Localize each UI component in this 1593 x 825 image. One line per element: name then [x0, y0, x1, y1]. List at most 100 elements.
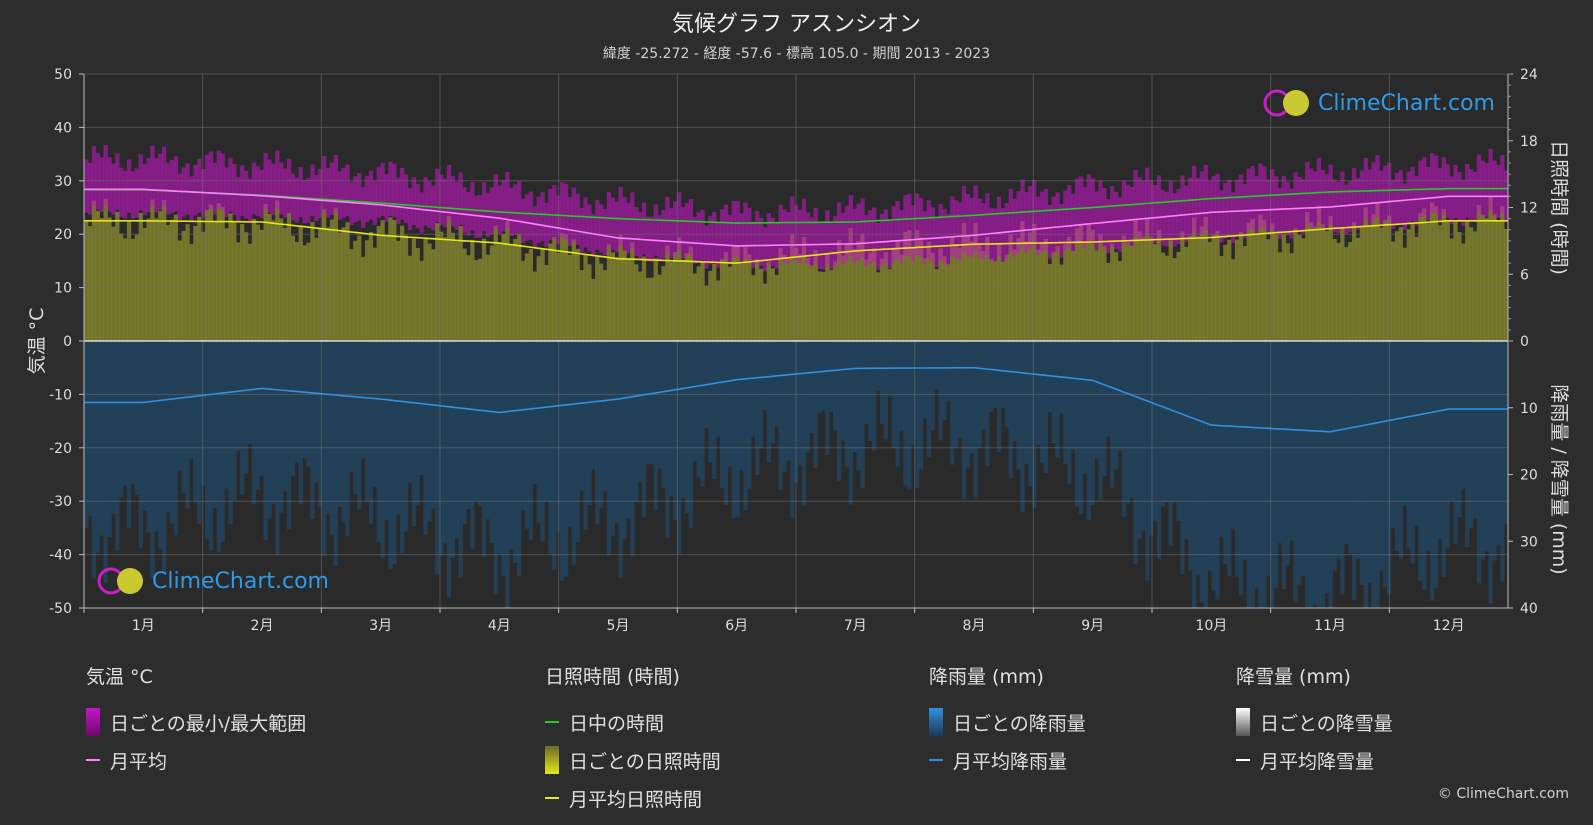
sunshine-bar — [1055, 246, 1060, 341]
rain-bar — [150, 341, 155, 579]
sunshine-bar — [1504, 229, 1509, 341]
temp-range-bar — [739, 213, 744, 264]
rain-bar — [513, 341, 518, 564]
rain-bar — [1289, 341, 1294, 541]
rain-bar — [1090, 341, 1095, 506]
rain-bar — [801, 341, 807, 506]
sunshine-bar — [836, 240, 842, 341]
rain-bar — [337, 341, 342, 507]
sunshine-bar — [1110, 243, 1115, 341]
rain-bar — [532, 341, 537, 485]
sunshine-bar — [123, 238, 128, 341]
rain-bar — [99, 341, 104, 536]
temp-range-bar — [1074, 178, 1080, 245]
sunshine-bar — [930, 252, 935, 341]
rain-bar — [1055, 341, 1060, 458]
temp-range-bar — [1172, 193, 1177, 247]
rain-bar — [279, 341, 284, 513]
temp-range-bar — [321, 156, 327, 212]
rain-bar — [95, 341, 100, 553]
sunshine-bar — [1476, 205, 1482, 341]
sunshine-bar — [883, 252, 889, 341]
rain-bar — [1035, 341, 1041, 446]
sunshine-bar — [532, 271, 537, 341]
temp-range-bar — [364, 176, 370, 223]
sunshine-bar — [1418, 213, 1423, 341]
rain-bar — [228, 341, 233, 525]
rain-bar — [1199, 341, 1205, 603]
y-right-top-tick-label: 12 — [1520, 201, 1538, 217]
rain-bar — [411, 341, 417, 527]
sunshine-bar — [431, 249, 436, 341]
rain-bar — [1375, 341, 1380, 608]
rain-bar — [345, 341, 350, 536]
temp-range-bar — [1437, 167, 1443, 221]
temp-range-bar — [614, 201, 619, 253]
sunshine-bar — [271, 220, 276, 341]
sunshine-bar — [1172, 258, 1177, 341]
sunshine-bar — [938, 248, 943, 341]
sunshine-bar — [805, 258, 811, 341]
rain-bar — [220, 341, 225, 542]
temp-range-bar — [653, 204, 658, 256]
temp-range-bar — [481, 182, 487, 232]
rain-bar — [1258, 341, 1263, 608]
sunshine-bar — [1484, 218, 1489, 341]
rain-bar — [840, 341, 846, 442]
temp-range-bar — [610, 197, 615, 251]
temp-range-bar — [1078, 176, 1084, 244]
rain-bar — [1414, 341, 1419, 526]
temp-range-bar — [700, 209, 705, 261]
rain-bar — [372, 341, 377, 487]
sunshine-bar — [388, 217, 393, 341]
temp-range-bar — [1207, 181, 1212, 239]
temp-range-bar — [1375, 155, 1380, 218]
legend-rain: 降雨量 (mm) 日ごとの降雨量 月平均降雨量 — [929, 662, 1086, 779]
rain-bar — [774, 341, 779, 426]
rain-bar — [688, 341, 694, 528]
temp-range-bar — [1012, 198, 1017, 257]
sunshine-bar — [1071, 250, 1076, 341]
temp-range-bar — [1449, 176, 1454, 224]
sunshine-bar — [1047, 264, 1052, 341]
rain-bar — [154, 341, 159, 532]
sunshine-bar — [918, 237, 924, 341]
rain-bar — [1121, 341, 1127, 517]
temp-range-bar — [1363, 158, 1368, 220]
temp-range-bar — [786, 212, 791, 264]
temp-range-bar — [470, 182, 475, 231]
sunshine-bar — [423, 237, 428, 341]
rain-bar — [587, 341, 592, 506]
temp-range-bar — [1016, 191, 1021, 253]
rain-bar — [1008, 341, 1013, 479]
rain-bar — [505, 341, 510, 608]
rain-bar — [1363, 341, 1368, 608]
rain-bar — [1433, 341, 1439, 589]
rain-bar — [914, 341, 920, 489]
rain-bar — [1254, 341, 1259, 589]
sunshine-bar — [622, 250, 627, 341]
temp-range-bar — [403, 174, 409, 224]
temp-range-bar — [1063, 190, 1068, 251]
sunshine-bar — [602, 270, 608, 341]
rain-bar — [1238, 341, 1244, 595]
temp-range-bar — [778, 204, 783, 261]
y-left-tick-label: 20 — [54, 227, 72, 243]
sunshine-bar — [1051, 251, 1056, 341]
temp-range-bar — [1176, 188, 1181, 245]
temp-range-bar — [595, 199, 600, 250]
sunshine-bar — [1102, 245, 1107, 341]
temp-range-bar — [337, 171, 342, 220]
rain-bar — [271, 341, 276, 505]
rain-bar — [747, 341, 752, 489]
rain-bar — [162, 341, 167, 575]
temp-range-bar — [934, 217, 939, 268]
temp-range-bar — [1453, 165, 1458, 219]
rain-bar — [1016, 341, 1021, 470]
rain-bar — [1453, 341, 1458, 544]
sunshine-bar — [481, 238, 487, 341]
rain-bar — [1270, 341, 1275, 608]
rain-bar — [903, 341, 908, 486]
rain-bar — [1172, 341, 1177, 503]
sunshine-bar — [1426, 223, 1431, 341]
